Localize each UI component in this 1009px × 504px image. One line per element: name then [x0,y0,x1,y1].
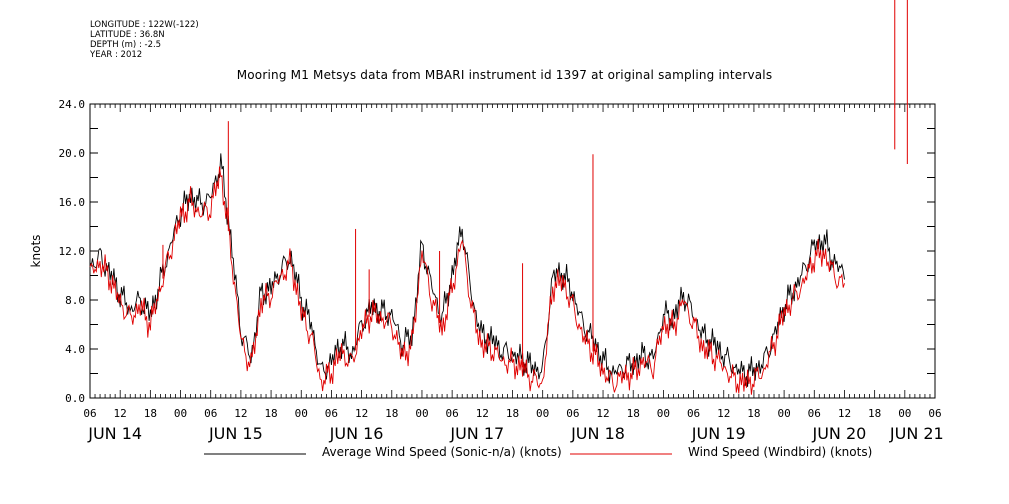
x-hour-label: 00 [536,407,549,420]
x-hour-label: 00 [657,407,670,420]
x-hour-label: 00 [295,407,308,420]
x-hour-label: 00 [777,407,790,420]
x-day-label: JUN 21 [889,424,944,443]
x-hour-label: 06 [687,407,700,420]
series-line-windbird [89,166,845,395]
x-hour-label: 06 [566,407,579,420]
x-hour-label: 06 [83,407,96,420]
x-hour-label: 06 [204,407,217,420]
x-hour-label: 18 [506,407,519,420]
x-hour-label: 18 [747,407,760,420]
x-hour-label: 18 [627,407,640,420]
x-hour-label: 12 [476,407,489,420]
x-hour-label: 18 [868,407,881,420]
longitude-label: LONGITUDE : 122W(-122) [90,20,199,30]
x-day-label: JUN 19 [691,424,746,443]
x-hour-label: 00 [898,407,911,420]
x-hour-label: 06 [446,407,459,420]
x-hour-label: 12 [596,407,609,420]
x-day-label: JUN 14 [87,424,142,443]
x-hour-label: 12 [838,407,851,420]
latitude-label: LATITUDE : 36.8N [90,30,165,40]
x-hour-label: 06 [808,407,821,420]
legend-label-sonic: Average Wind Speed (Sonic-n/a) (knots) [322,445,562,459]
x-day-label: JUN 20 [812,424,867,443]
x-day-label: JUN 16 [329,424,384,443]
x-hour-label: 06 [325,407,338,420]
x-hour-label: 12 [355,407,368,420]
x-hour-label: 18 [385,407,398,420]
y-tick-label: 8.0 [65,294,85,307]
x-hour-label: 18 [264,407,277,420]
depth-label: DEPTH (m) : -2.5 [90,40,162,50]
x-hour-label: 06 [928,407,941,420]
legend-label-windbird: Wind Speed (Windbird) (knots) [688,445,873,459]
x-day-label: JUN 18 [570,424,625,443]
x-hour-label: 00 [415,407,428,420]
series-line-sonic [89,153,845,387]
y-tick-label: 0.0 [65,392,85,405]
y-tick-label: 20.0 [59,147,86,160]
y-tick-label: 16.0 [59,196,86,209]
x-day-label: JUN 15 [208,424,263,443]
x-hour-label: 12 [234,407,247,420]
x-hour-label: 00 [174,407,187,420]
y-tick-label: 12.0 [59,245,86,258]
y-axis-label: knots [29,235,43,268]
metadata-block: LONGITUDE : 122W(-122) LATITUDE : 36.8N … [90,20,199,60]
x-day-label: JUN 17 [449,424,504,443]
x-hour-label: 18 [144,407,157,420]
chart-title: Mooring M1 Metsys data from MBARI instru… [236,68,773,82]
year-label: YEAR : 2012 [90,50,143,60]
y-tick-label: 4.0 [65,343,85,356]
y-tick-label: 24.0 [59,98,86,111]
x-hour-label: 12 [114,407,127,420]
x-hour-label: 12 [717,407,730,420]
